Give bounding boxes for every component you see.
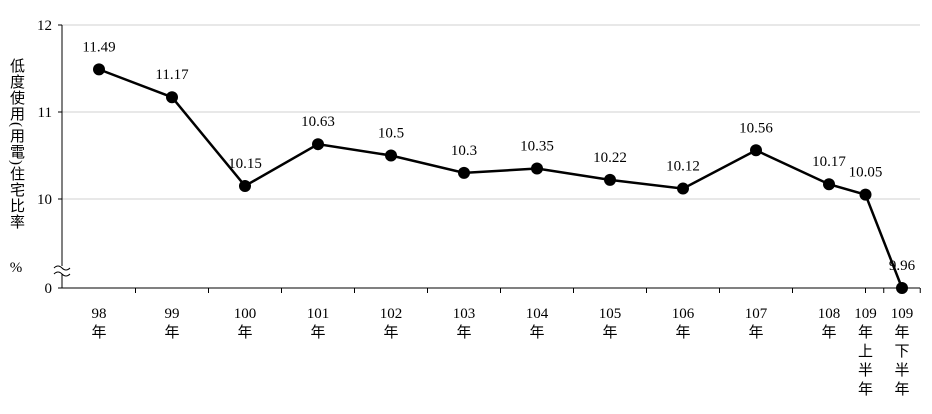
y-axis-label: 低度使用(用電)住宅比率 [8,58,25,230]
data-label: 11.17 [155,67,189,83]
data-label: 10.56 [739,120,773,136]
data-point [312,138,324,151]
data-point [859,188,872,201]
x-tick-label: 上 [858,343,873,360]
x-tick-label: 103 [453,306,476,322]
x-tick-label: 100 [234,306,257,322]
data-label: 10.05 [849,165,883,181]
data-point [239,179,251,192]
data-label: 10.17 [812,154,846,170]
data-point [531,162,543,175]
data-label: 10.22 [593,150,627,166]
x-tick-label: 年 [529,324,544,341]
data-point [458,166,470,179]
x-tick-label: 下 [894,344,909,360]
x-tick-label: 年 [456,324,471,341]
data-point [93,63,105,76]
data-label: 10.35 [520,139,554,155]
x-tick-label: 半 [894,362,909,379]
x-tick-label: 102 [380,306,403,322]
data-label: 10.5 [378,126,404,142]
x-tick-label: 108 [818,306,841,322]
x-tick-label: 年 [894,381,909,398]
x-tick-label: 年 [821,324,836,341]
data-point [677,182,689,195]
x-tick-label: 年 [91,324,106,341]
y-axis-unit: % [10,260,23,276]
data-label: 10.15 [228,156,262,172]
y-tick-label: 12 [37,18,52,34]
data-point [823,178,835,191]
x-tick-label: 年 [748,324,763,341]
y-tick-label: 10 [37,192,52,208]
x-tick-label: 年 [237,324,252,341]
data-label: 11.49 [82,39,115,55]
x-tick-label: 半 [858,362,873,379]
x-tick-label: 98 [92,306,107,322]
axis-break [53,265,71,277]
x-tick-label: 年 [602,324,617,341]
y-tick-label: 0 [45,281,53,297]
data-point [896,282,908,294]
x-tick-label: 104 [526,306,549,322]
data-label: 10.63 [301,114,335,130]
x-tick-label: 年 [858,381,873,398]
data-label: 10.3 [451,143,477,159]
data-point [385,149,397,162]
y-tick-label: 11 [38,105,52,121]
x-tick-label: 107 [745,306,768,322]
x-tick-label: 年 [164,324,179,341]
axis-break-gap [54,266,70,274]
x-tick-label: 109 [854,306,877,322]
data-point [604,173,616,186]
data-label: 9.96 [889,258,916,274]
x-tick-label: 105 [599,306,622,322]
x-tick-label: 106 [672,306,695,322]
data-label: 10.12 [666,159,700,175]
data-point [750,144,762,157]
x-tick-label: 99 [165,306,180,322]
x-tick-label: 年 [383,324,398,341]
x-tick-label: 年 [894,324,909,341]
x-tick-label: 年 [310,324,325,341]
x-tick-label: 年 [858,324,873,341]
data-line [98,68,904,289]
x-tick-label: 101 [307,306,330,322]
x-tick-label: 109 [891,306,914,322]
data-point [166,91,178,104]
x-tick-label: 年 [675,324,690,341]
